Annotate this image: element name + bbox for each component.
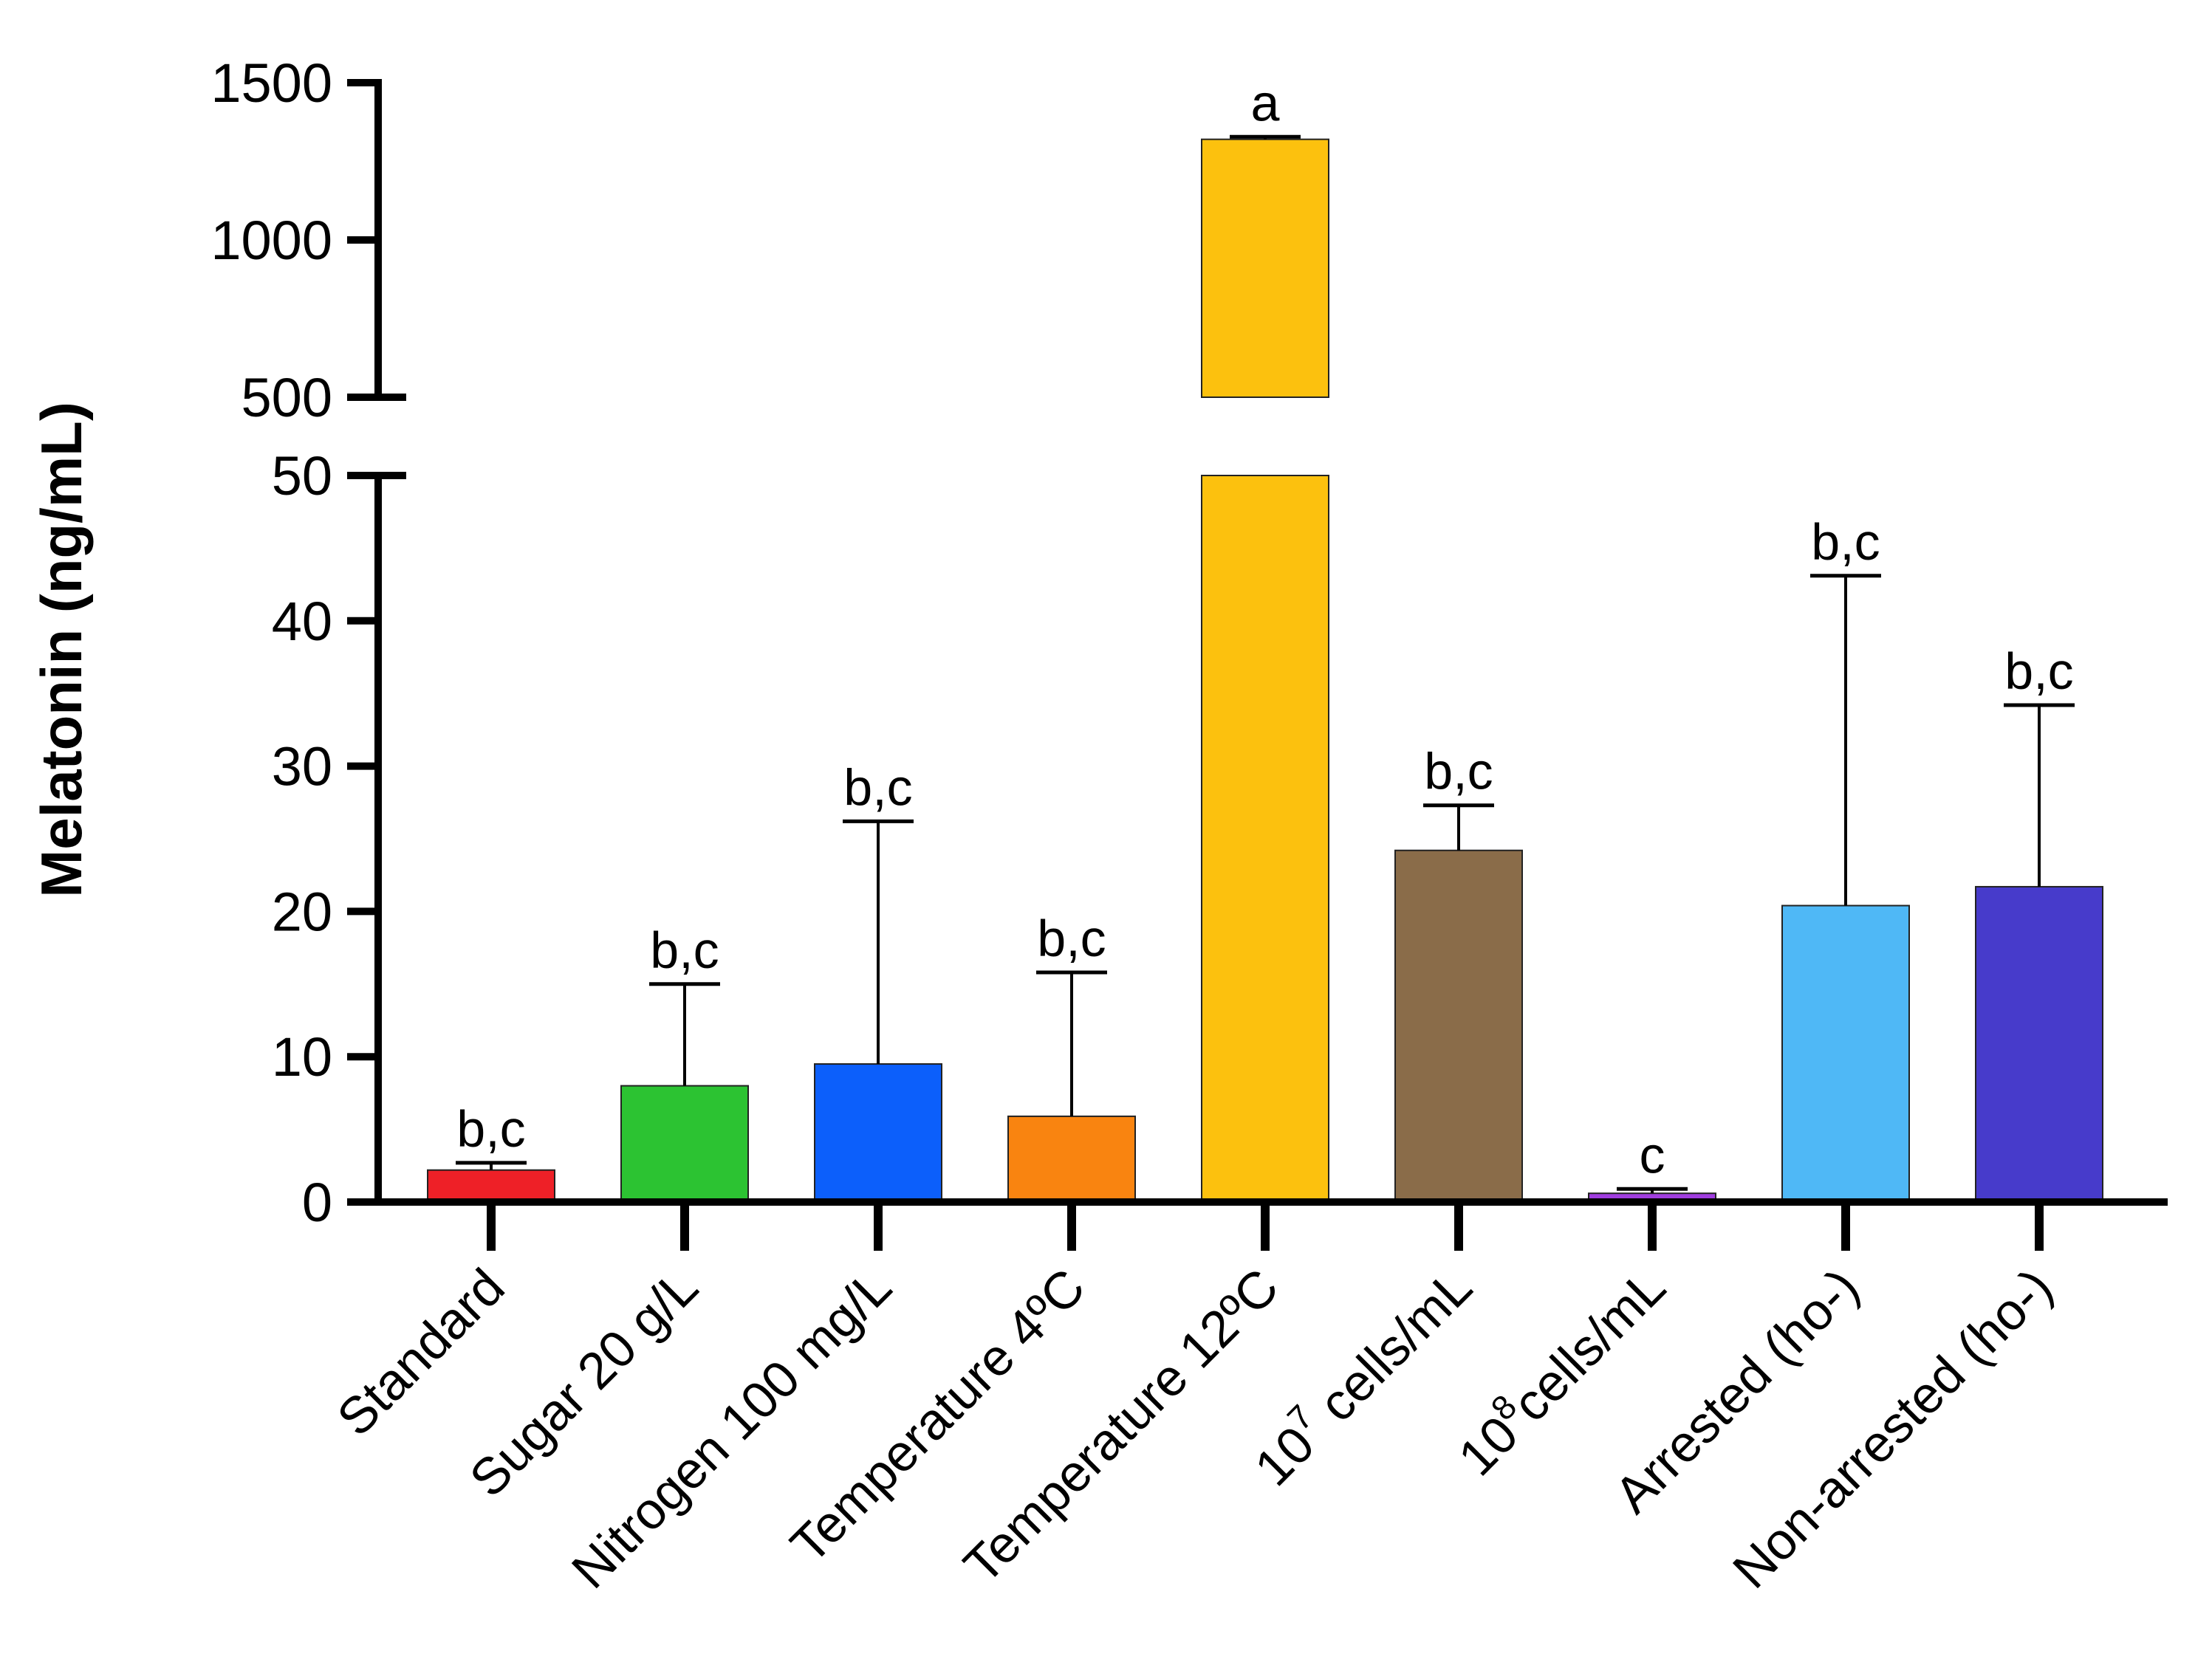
y-tick-label: 1500 xyxy=(210,52,332,114)
significance-label: b,c xyxy=(2004,642,2073,700)
bar xyxy=(1975,885,2103,1203)
bar xyxy=(427,1169,555,1203)
x-tick-label: Nitrogen 100 mg/L xyxy=(561,1257,902,1599)
significance-label: b,c xyxy=(1037,910,1106,967)
significance-label: a xyxy=(1251,74,1280,131)
significance-label: b,c xyxy=(1811,513,1880,571)
y-axis-title: Melatonin (ng/mL) xyxy=(29,402,94,898)
y-tick-label: 500 xyxy=(242,367,332,428)
bar xyxy=(1007,1115,1136,1203)
significance-label: b,c xyxy=(650,921,719,979)
bar-lower-segment xyxy=(1201,475,1329,1203)
y-tick-label: 0 xyxy=(302,1172,332,1233)
x-tick-label-group: Non-arrested (ho-) xyxy=(1722,1257,2063,1599)
y-tick-label: 50 xyxy=(272,445,332,507)
x-tick-label-group: Standard xyxy=(326,1257,516,1446)
y-tick-label: 20 xyxy=(272,881,332,942)
bar xyxy=(1781,904,1910,1203)
bar xyxy=(814,1063,942,1204)
significance-label: b,c xyxy=(843,758,912,816)
x-tick-label: Non-arrested (ho-) xyxy=(1722,1257,2063,1599)
y-tick-label: 30 xyxy=(272,736,332,797)
significance-label: c xyxy=(1640,1126,1665,1184)
y-tick-label: 40 xyxy=(272,591,332,652)
x-tick-label: Standard xyxy=(326,1257,516,1446)
significance-label: b,c xyxy=(1424,743,1493,800)
y-tick-label: 1000 xyxy=(210,210,332,271)
significance-label: b,c xyxy=(456,1100,525,1158)
x-tick-label: Temperature 12ºC xyxy=(953,1257,1290,1594)
y-tick-label: 10 xyxy=(272,1026,332,1088)
bar xyxy=(620,1085,749,1204)
x-tick-label-group: Temperature 12ºC xyxy=(953,1257,1290,1594)
bar xyxy=(1394,849,1523,1204)
bar-upper-segment xyxy=(1201,138,1329,398)
x-tick-label-group: Nitrogen 100 mg/L xyxy=(561,1257,902,1599)
